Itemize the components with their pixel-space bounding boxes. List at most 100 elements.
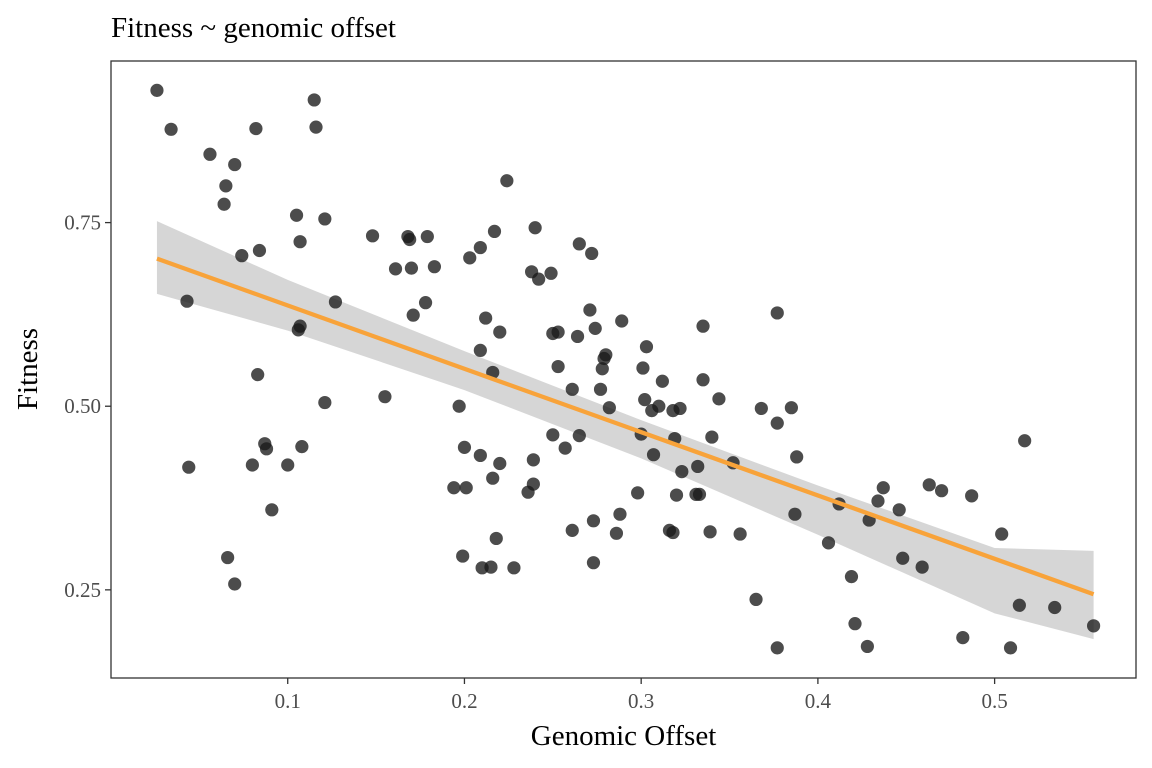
- data-point: [309, 120, 323, 134]
- chart-title: Fitness ~ genomic offset: [111, 12, 396, 44]
- data-point: [228, 577, 242, 591]
- data-point: [915, 560, 929, 574]
- data-point: [307, 93, 321, 107]
- data-point: [965, 489, 979, 503]
- data-point: [638, 393, 652, 407]
- data-point: [705, 430, 719, 444]
- data-point: [749, 592, 763, 607]
- data-point: [532, 272, 546, 286]
- data-point: [447, 481, 461, 495]
- data-point: [259, 442, 274, 456]
- data-point: [652, 399, 666, 413]
- regression-line: [156, 256, 1095, 597]
- data-point: [602, 401, 616, 415]
- data-point: [609, 526, 624, 540]
- x-tick-label: 0.4: [805, 689, 832, 713]
- x-axis-title: Genomic Offset: [531, 720, 717, 752]
- data-point: [182, 460, 196, 474]
- data-point: [452, 399, 466, 413]
- data-point: [228, 157, 242, 172]
- data-point: [473, 343, 487, 357]
- data-point: [790, 450, 804, 464]
- data-point: [404, 261, 419, 275]
- data-point: [712, 392, 726, 406]
- data-point: [486, 471, 500, 485]
- data-point: [551, 325, 565, 339]
- data-point: [365, 229, 380, 243]
- data-point: [203, 147, 217, 161]
- data-point: [473, 240, 487, 255]
- data-point: [696, 319, 710, 333]
- data-point: [770, 306, 784, 320]
- data-point: [876, 481, 890, 495]
- data-point: [318, 395, 332, 410]
- data-point: [378, 390, 392, 404]
- data-point: [655, 374, 669, 388]
- data-point: [318, 212, 332, 226]
- data-point: [892, 503, 906, 517]
- data-point: [249, 121, 263, 136]
- data-point: [1048, 600, 1062, 615]
- data-point: [265, 503, 279, 517]
- data-point: [551, 359, 565, 374]
- data-point: [293, 319, 307, 333]
- data-point: [666, 525, 680, 540]
- data-point: [528, 221, 542, 235]
- y-tick-label: 0.75: [64, 211, 101, 235]
- data-point: [588, 321, 602, 335]
- data-point: [696, 373, 710, 387]
- data-point: [821, 536, 836, 550]
- data-point: [418, 296, 433, 310]
- data-point: [1086, 619, 1101, 633]
- data-point: [456, 549, 470, 563]
- data-point: [558, 441, 572, 455]
- data-point: [583, 303, 597, 317]
- x-tick-label: 0.2: [451, 689, 477, 713]
- data-point: [180, 294, 194, 308]
- data-point: [1003, 641, 1018, 655]
- data-point: [585, 246, 599, 261]
- data-point: [295, 440, 309, 454]
- data-point: [507, 561, 521, 575]
- data-point: [770, 641, 784, 655]
- data-point: [150, 83, 164, 97]
- data-point: [546, 428, 560, 442]
- data-point: [221, 550, 235, 565]
- data-point: [388, 262, 403, 276]
- data-point: [252, 243, 267, 258]
- data-point: [164, 122, 178, 136]
- data-point: [420, 229, 434, 244]
- data-point: [526, 453, 540, 467]
- data-point: [493, 456, 507, 471]
- data-point: [675, 465, 689, 479]
- data-point: [788, 507, 802, 521]
- data-point: [770, 416, 784, 430]
- data-point: [935, 484, 949, 498]
- x-tick-label: 0.5: [981, 689, 1007, 713]
- data-point: [251, 368, 265, 382]
- x-tick-label: 0.3: [628, 689, 654, 713]
- data-point: [784, 401, 798, 415]
- data-point: [544, 266, 558, 280]
- data-point: [848, 617, 862, 631]
- data-point: [403, 232, 417, 247]
- data-point: [293, 235, 307, 249]
- data-point: [995, 527, 1009, 541]
- data-point: [1018, 434, 1032, 448]
- data-point: [613, 507, 627, 521]
- data-point: [459, 481, 473, 495]
- data-point: [754, 401, 768, 416]
- data-point: [844, 570, 859, 584]
- data-point: [427, 260, 442, 274]
- data-point: [669, 488, 684, 502]
- data-point: [565, 382, 579, 396]
- data-point: [565, 523, 579, 537]
- data-point: [473, 448, 487, 463]
- data-point: [572, 237, 586, 251]
- data-point: [493, 325, 507, 339]
- y-axis-title: Fitness: [12, 328, 44, 410]
- data-point: [673, 401, 687, 416]
- data-point: [646, 448, 661, 462]
- data-point: [599, 348, 613, 362]
- confidence-band: [156, 221, 1094, 640]
